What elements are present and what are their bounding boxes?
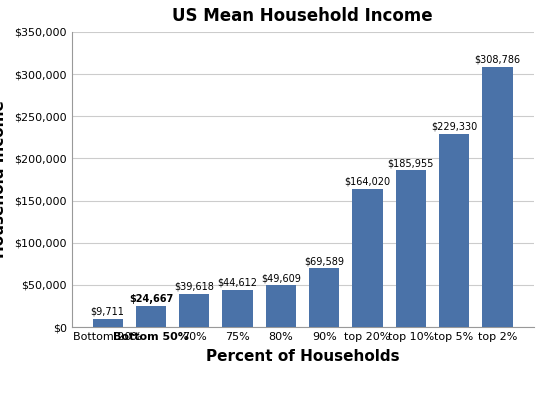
Bar (222, 290, 252, 327)
Bar (395, 170, 426, 327)
Text: $49,609: $49,609 (261, 273, 301, 283)
Text: $9,711: $9,711 (91, 307, 125, 317)
X-axis label: Percent of Households: Percent of Households (206, 349, 399, 364)
Bar (309, 269, 339, 327)
Bar (179, 294, 210, 327)
Bar (482, 67, 513, 327)
Text: $24,667: $24,667 (129, 294, 173, 304)
Y-axis label: Household Income: Household Income (0, 101, 7, 259)
Text: $185,955: $185,955 (388, 158, 434, 168)
Title: US Mean Household Income: US Mean Household Income (172, 7, 433, 25)
Bar (439, 134, 469, 327)
Bar (136, 306, 166, 327)
Text: $44,612: $44,612 (218, 277, 257, 287)
Text: $229,330: $229,330 (431, 122, 477, 132)
Text: $164,020: $164,020 (344, 177, 390, 187)
Bar (92, 319, 123, 327)
Text: $69,589: $69,589 (304, 257, 344, 267)
Text: $308,786: $308,786 (474, 55, 520, 65)
Bar (266, 285, 296, 327)
Text: $39,618: $39,618 (174, 282, 214, 292)
Bar (353, 189, 383, 327)
